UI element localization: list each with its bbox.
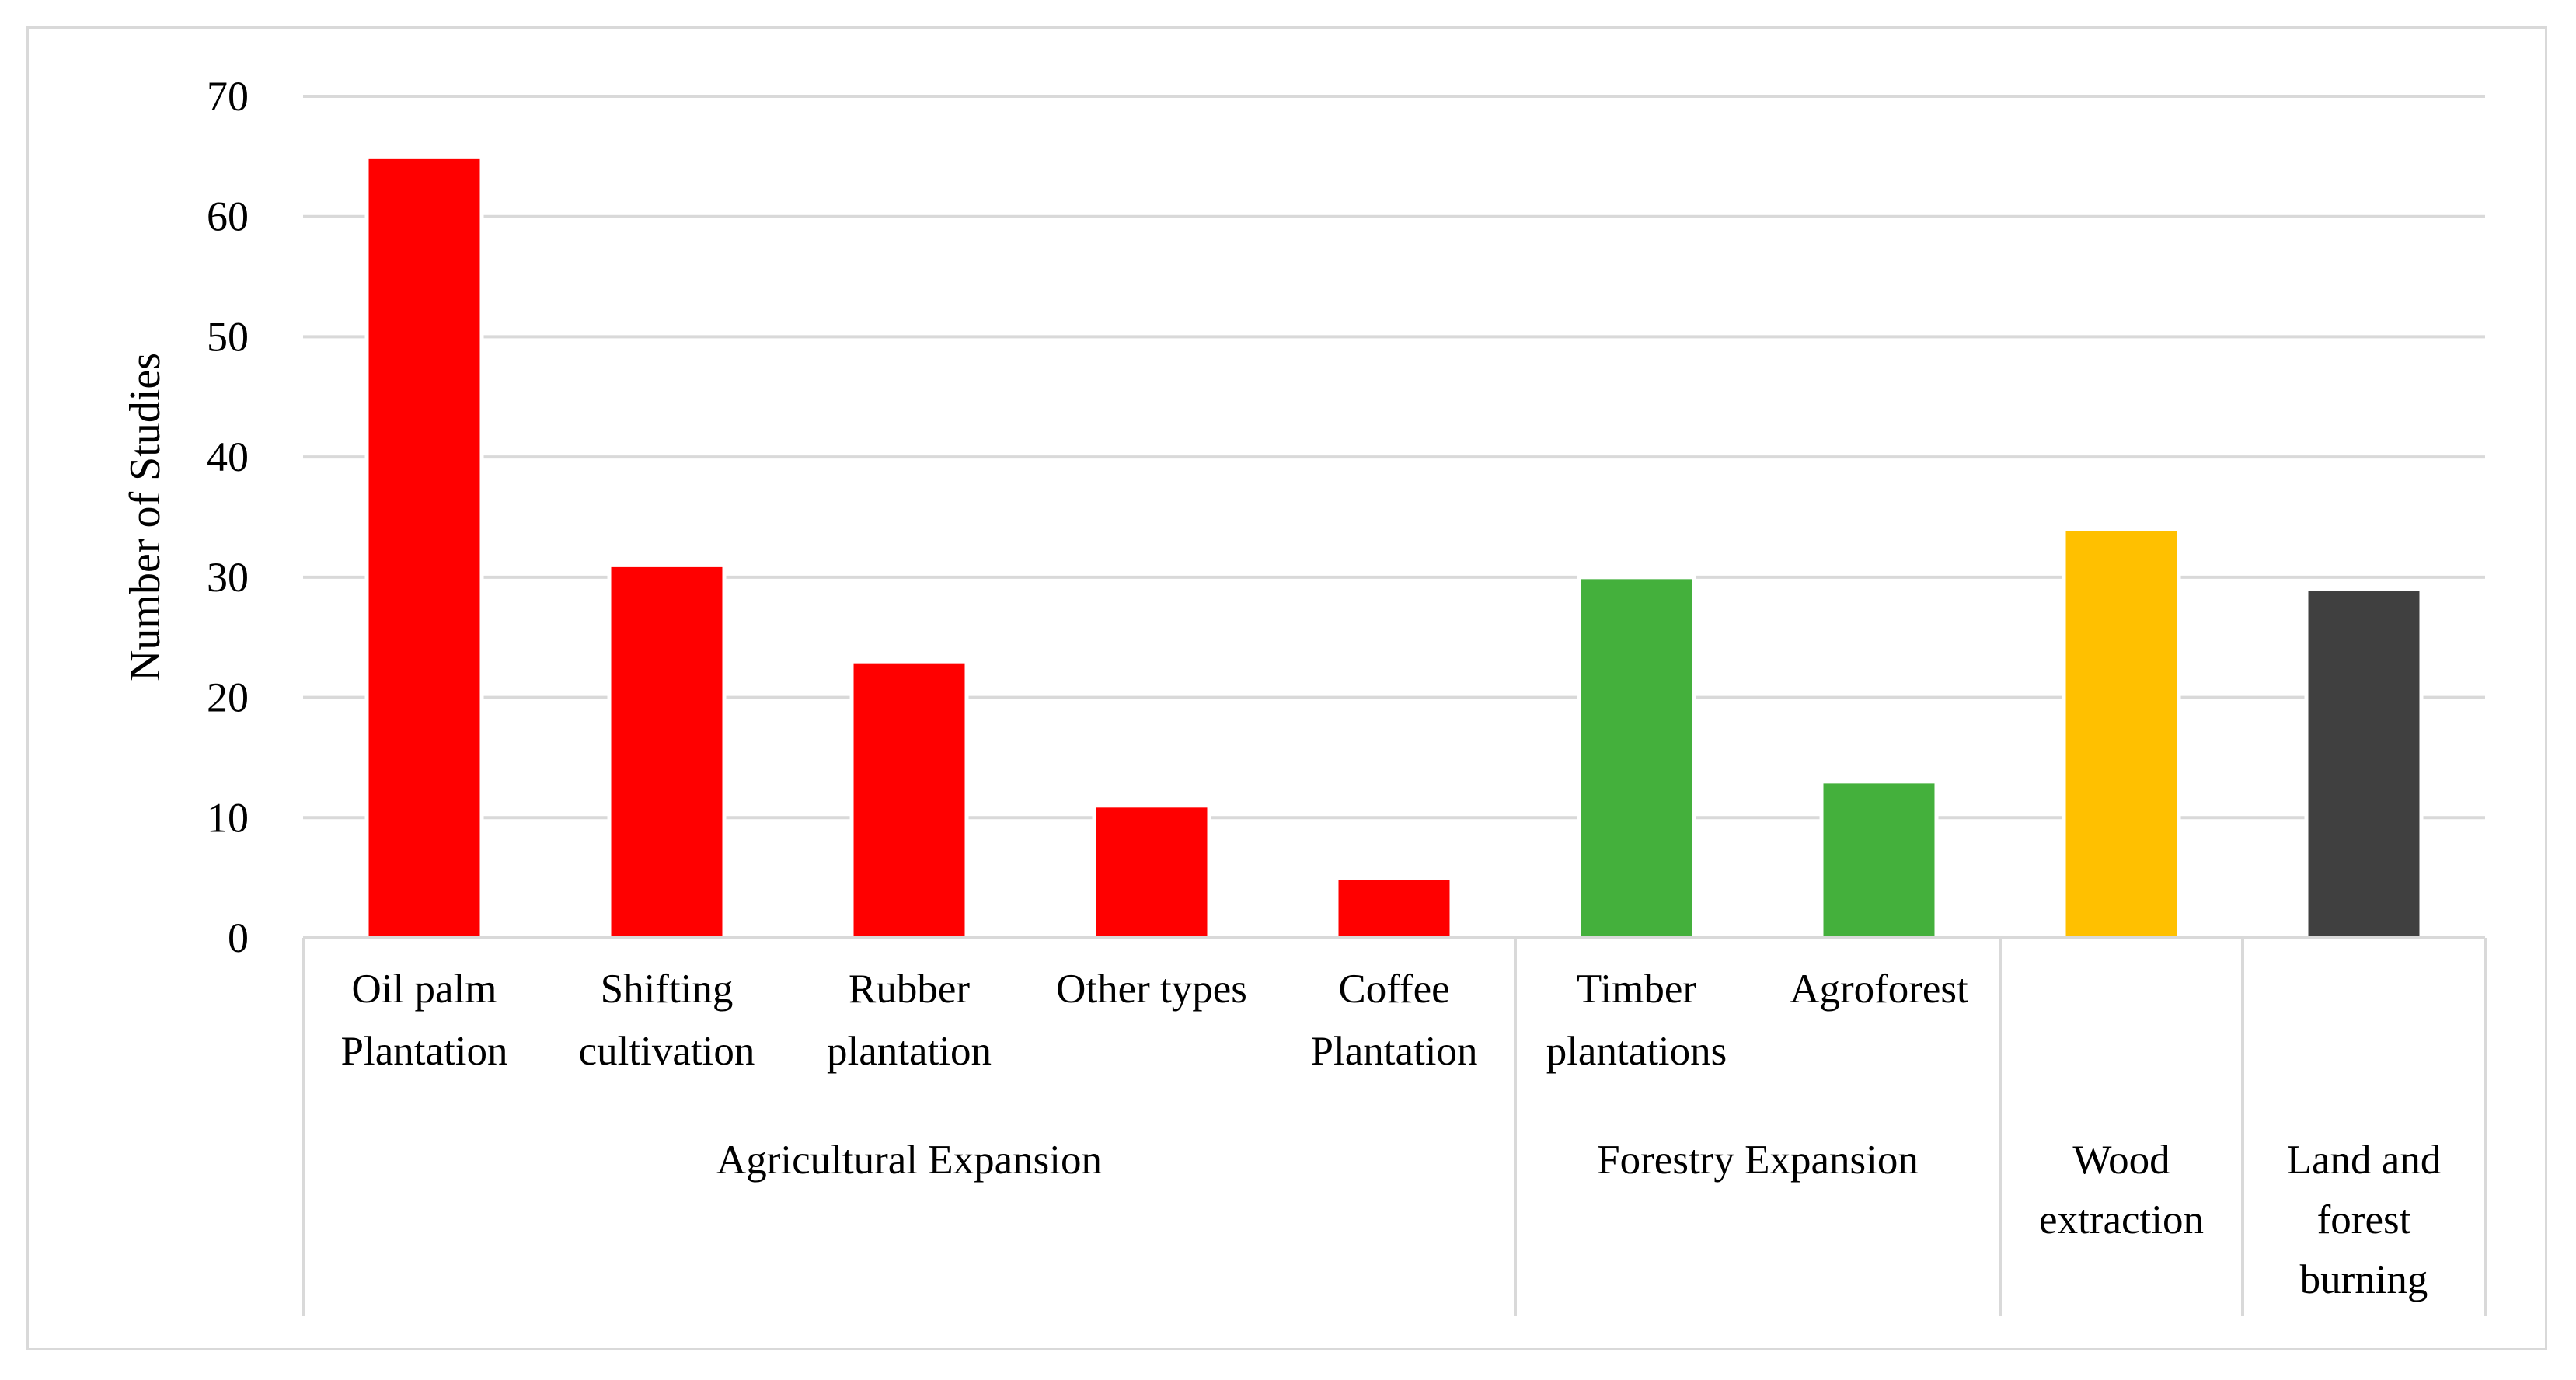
x-tick-label: Coffee [1338, 967, 1449, 1012]
bar [849, 659, 969, 940]
y-tick-label: 40 [207, 434, 249, 480]
x-tick-label: Plantation [1311, 1029, 1478, 1074]
x-tick-label: Other types [1056, 967, 1247, 1012]
group-label: Land and [2287, 1138, 2442, 1183]
group-label: Agricultural Expansion [716, 1138, 1102, 1183]
bar [1092, 803, 1211, 940]
y-tick-label: 50 [207, 313, 249, 360]
y-tick-label: 30 [207, 554, 249, 601]
x-tick-label: plantation [827, 1029, 992, 1074]
y-tick-label: 0 [228, 915, 249, 961]
bar [1819, 779, 1939, 940]
x-tick-label: cultivation [579, 1029, 755, 1074]
x-tick-label: plantations [1546, 1029, 1727, 1074]
y-tick-label: 60 [207, 193, 249, 240]
x-tick-label: Shifting [601, 967, 734, 1012]
y-axis-title: Number of Studies [121, 353, 169, 681]
group-label: extraction [2039, 1197, 2204, 1242]
bar [1334, 876, 1454, 940]
y-tick-label: 20 [207, 674, 249, 721]
y-tick-label: 70 [207, 73, 249, 120]
x-tick-label: Plantation [341, 1029, 508, 1074]
group-label: Wood [2072, 1138, 2170, 1183]
bar [607, 563, 727, 940]
group-label: forest [2317, 1197, 2411, 1242]
x-tick-label: Oil palm [352, 967, 497, 1012]
bar [2304, 587, 2424, 940]
y-tick-label: 10 [207, 794, 249, 841]
x-tick-label: Timber [1577, 967, 1696, 1012]
bar [2062, 527, 2181, 940]
bar [364, 154, 484, 940]
x-tick-label: Agroforest [1790, 967, 1968, 1012]
x-tick-label: Rubber [849, 967, 970, 1012]
bar [1577, 575, 1696, 940]
group-label: Forestry Expansion [1597, 1138, 1919, 1183]
group-label: burning [2300, 1257, 2428, 1302]
